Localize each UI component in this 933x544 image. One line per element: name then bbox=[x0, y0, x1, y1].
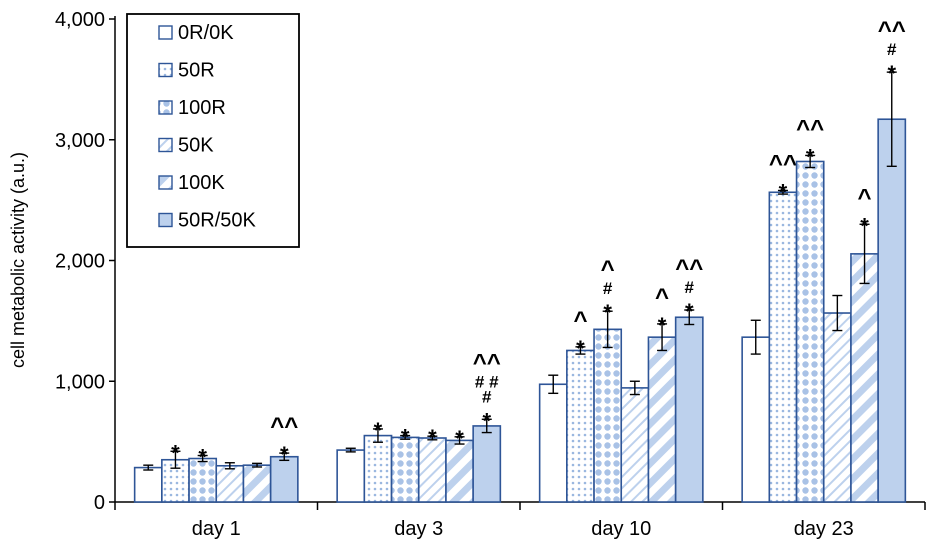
significance-label: * bbox=[603, 300, 612, 325]
bar bbox=[768, 191, 798, 503]
bar bbox=[417, 437, 447, 503]
bar bbox=[445, 439, 474, 503]
bar bbox=[850, 253, 879, 503]
bar bbox=[741, 336, 771, 503]
bar bbox=[647, 336, 677, 503]
significance-label: * bbox=[860, 213, 869, 238]
y-tick-label: 4,000 bbox=[55, 9, 105, 31]
bar bbox=[133, 466, 163, 503]
bar bbox=[269, 455, 299, 503]
significance-label: * bbox=[658, 313, 667, 338]
significance-label: ^^ bbox=[769, 150, 797, 177]
legend-label: 50R/50K bbox=[178, 210, 256, 232]
bar bbox=[242, 464, 272, 503]
bar bbox=[674, 316, 704, 503]
significance-label: * bbox=[779, 179, 788, 204]
bar bbox=[390, 436, 420, 503]
bar bbox=[620, 387, 650, 503]
bar bbox=[795, 160, 825, 503]
legend-swatch bbox=[158, 25, 173, 40]
legend-label: 50R bbox=[178, 60, 215, 82]
significance-label: # bbox=[603, 279, 613, 298]
legend-label: 50K bbox=[178, 135, 214, 157]
significance-label: * bbox=[171, 440, 180, 465]
bar bbox=[566, 349, 595, 503]
legend-swatch bbox=[158, 137, 173, 153]
x-tick-label: day 10 bbox=[591, 518, 651, 540]
bar bbox=[822, 312, 852, 503]
legend-swatch bbox=[158, 212, 173, 228]
legend-label: 100K bbox=[178, 172, 225, 194]
significance-label: ^^ bbox=[796, 115, 824, 142]
significance-label: ^^ bbox=[270, 413, 298, 440]
y-tick-label: 2,000 bbox=[55, 251, 105, 273]
significance-label: # bbox=[887, 40, 897, 59]
significance-label: * bbox=[280, 442, 289, 467]
significance-label: # # bbox=[475, 372, 499, 391]
significance-label: ^^ bbox=[675, 255, 703, 282]
legend-box bbox=[126, 13, 300, 248]
significance-label: * bbox=[685, 299, 694, 324]
y-tick-label: 3,000 bbox=[55, 130, 105, 152]
bar bbox=[215, 464, 245, 503]
tick-labels: 0 1,000 2,000 3,000 4,000 day 1 day 3 day 10 day… bbox=[55, 9, 854, 540]
significance-label: ^ bbox=[573, 307, 587, 334]
significance-label: * bbox=[482, 408, 491, 433]
bar bbox=[593, 328, 623, 503]
y-tick-label: 1,000 bbox=[55, 371, 105, 393]
x-tick-label: day 23 bbox=[794, 518, 854, 540]
significance-label: * bbox=[374, 418, 383, 443]
significance-label: # bbox=[482, 387, 492, 406]
legend-swatch bbox=[158, 62, 173, 78]
legend: 0R/0K 50R 100R 50K 100K 50R/50K bbox=[126, 13, 300, 248]
significance-label: * bbox=[428, 425, 437, 450]
legend-swatch bbox=[158, 100, 173, 115]
significance-label: * bbox=[198, 445, 207, 470]
bar bbox=[472, 425, 502, 503]
significance-label: * bbox=[576, 336, 585, 361]
bar bbox=[336, 449, 366, 503]
legend-label: 100R bbox=[178, 97, 226, 119]
bars: * * *^^ * * * **## #^^*^ *#^*^*#^^*^^ *^^*^*#^^ bbox=[133, 17, 907, 503]
significance-label: * bbox=[455, 426, 464, 451]
significance-label: * bbox=[401, 425, 410, 450]
legend-items: 0R/0K 50R 100R 50K 100K 50R/50K bbox=[158, 22, 256, 232]
significance-label: * bbox=[806, 144, 815, 169]
bar bbox=[538, 383, 568, 503]
significance-label: ^ bbox=[601, 256, 615, 283]
significance-label: # bbox=[685, 278, 695, 297]
significance-label: ^^ bbox=[473, 349, 501, 376]
significance-label: ^ bbox=[858, 184, 872, 211]
y-tick-label: 0 bbox=[94, 492, 105, 514]
legend-label: 0R/0K bbox=[178, 22, 234, 44]
bar bbox=[363, 434, 393, 503]
significance-label: ^^ bbox=[878, 17, 906, 44]
bar bbox=[877, 118, 907, 503]
significance-label: ^ bbox=[655, 284, 669, 311]
legend-swatch bbox=[158, 175, 173, 190]
x-tick-label: day 1 bbox=[192, 518, 241, 540]
x-tick-label: day 3 bbox=[394, 518, 443, 540]
significance-label: * bbox=[887, 61, 896, 86]
y-axis-title: cell metabolic activity (a.u.) bbox=[8, 152, 28, 368]
